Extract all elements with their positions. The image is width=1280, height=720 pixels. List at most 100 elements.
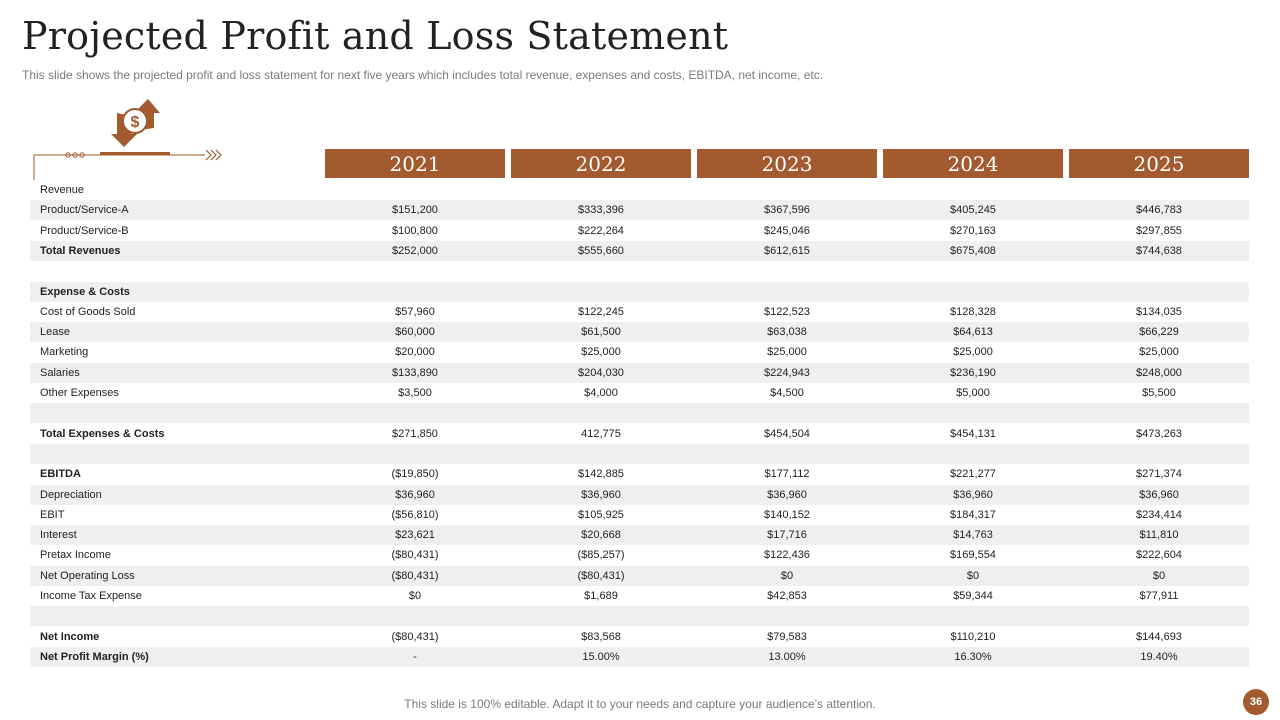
row-label: Revenue [40,184,85,196]
table-row: Net Profit Margin (%) - 15.00% 13.00% 16.30%… [30,646,1249,667]
table-cell: $5,500 [1142,387,1176,399]
row-label: Total Revenues [40,244,121,257]
row-label: Income Tax Expense [40,590,142,602]
table-cell: $36,960 [767,488,807,501]
table-cell: $122,523 [764,305,810,318]
table-cell: $133,890 [392,366,438,379]
table-row: Other Expenses $3,500 $4,000 $4,500 $5,000 $5… [30,383,1249,403]
table-cell: $142,885 [578,468,624,481]
row-label: Salaries [40,366,80,379]
table-cell: $42,853 [767,590,807,602]
table-cell: $25,000 [1139,346,1179,359]
table-cell: ($80,431) [577,569,625,582]
table-cell: $0 [780,569,794,582]
table-row: Cost of Goods Sold $57,960 $122,245 $122,52… [30,302,1249,322]
table-cell: $454,504 [764,427,810,440]
table-cell: $4,500 [770,387,804,399]
row-label: Total Expenses & Costs [40,427,165,440]
table-cell: $0 [408,590,422,602]
table-cell: $271,850 [392,427,438,440]
table-cell: $25,000 [953,346,993,359]
table-cell: ($80,431) [391,630,439,643]
table-row: Product/Service-A $151,200 $333,396 $367,59… [30,200,1249,221]
table-cell: $271,374 [1136,468,1182,481]
table-row: Interest $23,621 $20,668 $17,716 $14,763 $11,… [30,525,1249,546]
table-cell: - [413,650,417,663]
table-cell: $252,000 [392,244,438,257]
row-label: Other Expenses [40,387,119,399]
table-row: Total Expenses & Costs $271,850 412,775 $45… [30,424,1249,444]
table-cell: $11,810 [1139,529,1179,542]
table-cell: $405,245 [950,204,996,217]
table-cell: $36,960 [1139,488,1179,501]
table-cell: $3,500 [398,387,432,399]
table-row: Marketing $20,000 $25,000 $25,000 $25,000 $25… [30,342,1249,362]
table-cell: $744,638 [1136,244,1182,257]
table-row: Net Operating Loss ($80,431) ($80,431) $0 $0… [30,565,1249,586]
table-cell: $333,396 [578,204,624,217]
table-cell: $66,229 [1139,326,1179,339]
table-row [30,443,1249,464]
table-cell: ($19,850) [391,468,439,481]
table-cell: $57,960 [395,305,435,318]
table-cell: ($56,810) [391,508,439,521]
table-cell: $36,960 [581,488,621,501]
table-row: Income Tax Expense $0 $1,689 $42,853 $59,344… [30,586,1249,606]
table-row: Expense & Costs [30,281,1249,302]
table-cell: $17,716 [767,529,807,542]
table-cell: $245,046 [764,224,810,237]
table-cell: $473,263 [1136,427,1182,440]
table-cell: $169,554 [950,549,996,562]
footer-note: This slide is 100% editable. Adapt it to… [404,697,876,711]
table-cell: $177,112 [764,468,810,481]
row-label: Depreciation [40,488,102,501]
table-cell: $184,317 [950,508,996,521]
year-header-2: 2023 [697,149,877,178]
table-cell: $151,200 [392,204,438,217]
table-row: Net Income ($80,431) $83,568 $79,583 $110,21… [30,627,1249,647]
table-cell: $36,960 [953,488,993,501]
table-cell: $14,763 [953,529,993,542]
row-label: Lease [40,326,70,339]
table-row: Lease $60,000 $61,500 $63,038 $64,613 $66,229 [30,322,1249,343]
table-cell: $134,035 [1136,305,1182,318]
table-cell: $224,943 [764,366,810,379]
table-cell: $222,604 [1136,549,1182,562]
table-row [30,606,1249,627]
table-cell: $59,344 [953,590,993,602]
table-row [30,261,1249,281]
table-row: Revenue [30,180,1249,200]
table-cell: $555,660 [578,244,624,257]
row-label: Product/Service-B [40,224,129,237]
table-cell: $63,038 [767,326,807,339]
table-row: Total Revenues $252,000 $555,660 $612,615 $6… [30,240,1249,261]
table-cell: 13.00% [768,650,806,663]
svg-text:$: $ [131,114,140,131]
table-cell: $221,277 [950,468,996,481]
row-label: Expense & Costs [40,285,130,298]
row-label: Pretax Income [40,549,111,562]
table-cell: $25,000 [767,346,807,359]
year-header-0: 2021 [325,149,505,178]
table-cell: $446,783 [1136,204,1182,217]
table-cell: $25,000 [581,346,621,359]
row-label: EBITDA [40,468,81,481]
table-cell: $5,000 [956,387,990,399]
page-title: Projected Profit and Loss Statement [22,14,729,58]
table-cell: 412,775 [581,427,621,440]
table-cell: $4,000 [584,387,618,399]
table-cell: ($80,431) [391,549,439,562]
table-cell: 19.40% [1140,650,1178,663]
table-cell: ($85,257) [577,549,625,562]
table-cell: $77,911 [1139,590,1179,602]
table-row: Pretax Income ($80,431) ($85,257) $122,436 $… [30,545,1249,565]
table-cell: $234,414 [1136,508,1182,521]
table-cell: $122,436 [764,549,810,562]
table-row: EBIT ($56,810) $105,925 $140,152 $184,317 $23… [30,505,1249,525]
table-cell: $83,568 [581,630,621,643]
year-header-4: 2025 [1069,149,1249,178]
row-label: Interest [40,529,77,542]
table-cell: $61,500 [581,326,621,339]
year-header-1: 2022 [511,149,691,178]
table-cell: $675,408 [950,244,996,257]
